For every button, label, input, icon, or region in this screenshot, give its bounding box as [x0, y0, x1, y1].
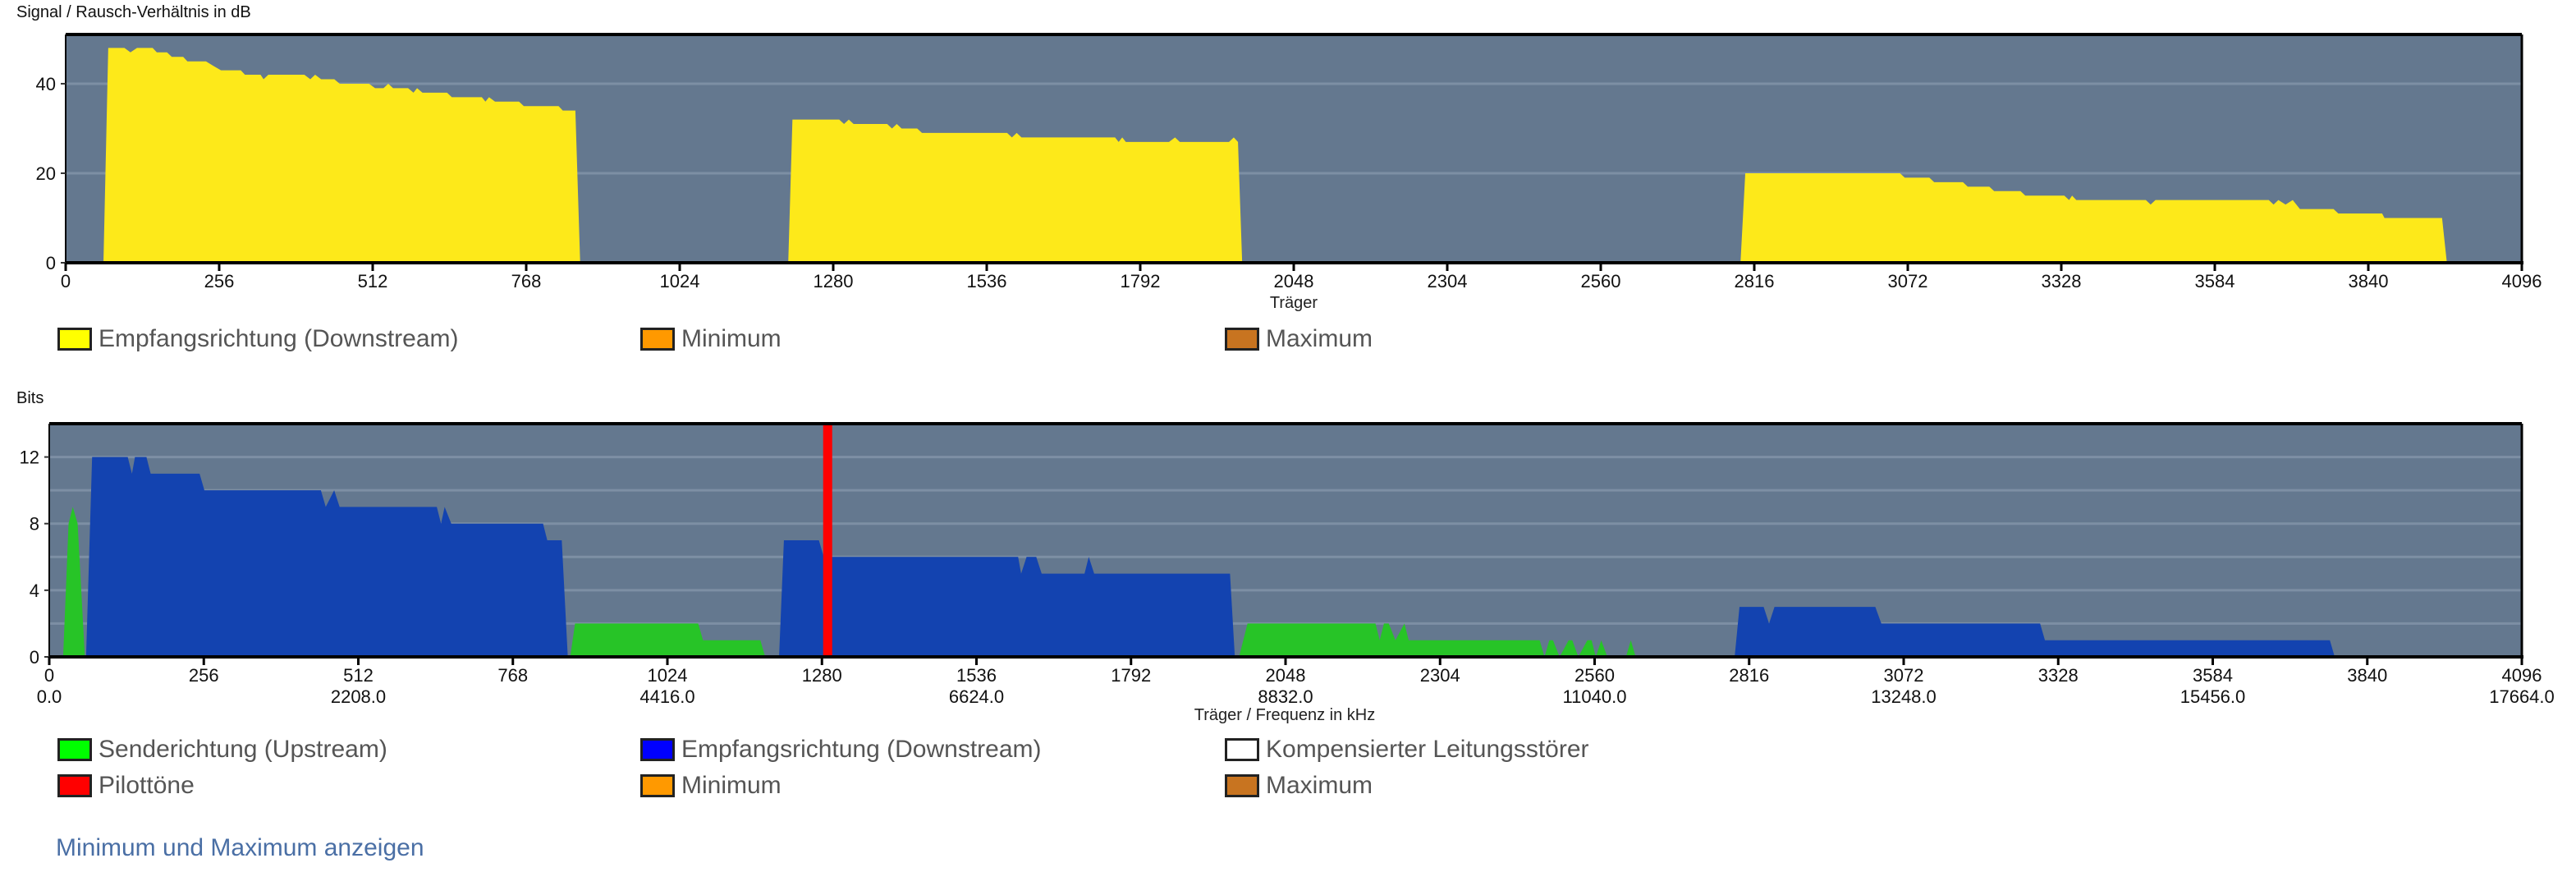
- x-frequency-tick-label: 13248.0: [1871, 686, 1937, 706]
- x-tick-label: 4096: [2502, 665, 2542, 686]
- x-tick-label: 1536: [956, 665, 997, 686]
- y-tick-label: 20: [36, 163, 56, 184]
- series-area: [62, 507, 1636, 657]
- legend-label: Minimum: [681, 772, 782, 799]
- x-tick-label: 3584: [2195, 271, 2235, 291]
- legend-pilot-tones: Pilottöne: [57, 772, 195, 800]
- x-tick-label: 1792: [1121, 271, 1161, 291]
- x-tick-label: 3840: [2349, 271, 2389, 291]
- y-tick-label: 12: [20, 447, 39, 468]
- x-tick-label: 1024: [648, 665, 688, 686]
- legend-label: Empfangsrichtung (Downstream): [681, 736, 1042, 763]
- series-area: [103, 48, 2447, 264]
- x-tick-label: 0: [61, 271, 71, 291]
- y-tick-label: 0: [46, 253, 56, 273]
- x-frequency-tick-label: 0.0: [37, 686, 62, 706]
- legend-label: Senderichtung (Upstream): [99, 736, 387, 763]
- y-tick-label: 40: [36, 74, 56, 94]
- x-tick-label: 3840: [2347, 665, 2387, 686]
- x-tick-label: 2816: [1735, 271, 1775, 291]
- x-tick-label: 3072: [1888, 271, 1928, 291]
- x-tick-label: 3328: [2038, 665, 2079, 686]
- legend-swatch: [57, 328, 92, 351]
- x-frequency-tick-label: 15456.0: [2180, 686, 2246, 706]
- y-tick-label: 8: [30, 514, 39, 535]
- legend-label: Kompensierter Leitungsstörer: [1266, 736, 1589, 763]
- legend-label: Pilottöne: [99, 772, 195, 799]
- x-tick-label: 2048: [1266, 665, 1306, 686]
- x-tick-label: 512: [358, 271, 388, 291]
- bits-chart: 0 4 8 12 0 256 512 768 1024 1280 1536 1792 2048 2304 2…: [20, 422, 2555, 706]
- legend-swatch: [57, 774, 92, 797]
- series-area: [85, 457, 2335, 657]
- legend-snr-minimum: Minimum: [640, 325, 782, 353]
- x-tick-label: 1024: [660, 271, 700, 291]
- legend-swatch: [640, 738, 675, 761]
- x-tick-label: 1792: [1111, 665, 1151, 686]
- x-tick-label: 2816: [1729, 665, 1769, 686]
- x-tick-label: 256: [189, 665, 219, 686]
- x-frequency-tick-label: 6624.0: [949, 686, 1004, 706]
- x-tick-label: 2048: [1274, 271, 1314, 291]
- y-tick-label: 0: [30, 647, 39, 668]
- legend-swatch: [640, 774, 675, 797]
- snr-x-axis-title: Träger: [1269, 294, 1318, 312]
- legend-upstream: Senderichtung (Upstream): [57, 736, 387, 764]
- legend-maximum: Maximum: [1225, 772, 1373, 800]
- x-tick-label: 2304: [1420, 665, 1460, 686]
- legend-label: Minimum: [681, 325, 782, 352]
- x-frequency-tick-label: 2208.0: [331, 686, 386, 706]
- x-tick-label: 768: [511, 271, 542, 291]
- x-tick-label: 768: [497, 665, 528, 686]
- x-tick-label: 3072: [1884, 665, 1924, 686]
- x-tick-label: 1280: [814, 271, 854, 291]
- legend-label: Maximum: [1266, 325, 1373, 352]
- x-tick-label: 4096: [2502, 271, 2542, 291]
- x-frequency-tick-label: 11040.0: [1563, 686, 1627, 706]
- legend-downstream: Empfangsrichtung (Downstream): [640, 736, 1042, 764]
- legend-swatch: [1225, 774, 1259, 797]
- x-tick-label: 512: [343, 665, 374, 686]
- legend-snr-maximum: Maximum: [1225, 325, 1373, 353]
- x-tick-label: 2560: [1574, 665, 1615, 686]
- x-tick-label: 256: [204, 271, 235, 291]
- y-tick-label: 4: [30, 581, 39, 601]
- legend-minimum: Minimum: [640, 772, 782, 800]
- show-min-max-link[interactable]: Minimum und Maximum anzeigen: [56, 834, 424, 861]
- x-frequency-tick-label: 4416.0: [639, 686, 694, 706]
- legend-swatch: [1225, 328, 1259, 351]
- x-tick-label: 2304: [1428, 271, 1468, 291]
- legend-swatch: [640, 328, 675, 351]
- x-tick-label: 3584: [2193, 665, 2233, 686]
- x-tick-label: 0: [44, 665, 54, 686]
- bits-chart-title: Bits: [16, 389, 44, 407]
- x-tick-label: 1280: [802, 665, 842, 686]
- legend-swatch: [57, 738, 92, 761]
- legend-compensated-noise: Kompensierter Leitungsstörer: [1225, 736, 1589, 764]
- bits-x-axis-title: Träger / Frequenz in kHz: [1194, 706, 1376, 724]
- legend-swatch: [1225, 738, 1259, 761]
- x-tick-label: 3328: [2042, 271, 2082, 291]
- snr-chart: 0 20 40 0 256 512 768 1024 1280 1536 1792 2048 2304 2…: [36, 33, 2542, 291]
- snr-chart-title: Signal / Rausch-Verhältnis in dB: [16, 3, 251, 21]
- legend-snr-downstream: Empfangsrichtung (Downstream): [57, 325, 459, 353]
- legend-label: Empfangsrichtung (Downstream): [99, 325, 459, 352]
- x-tick-label: 2560: [1581, 271, 1621, 291]
- x-tick-label: 1536: [967, 271, 1007, 291]
- legend-label: Maximum: [1266, 772, 1373, 799]
- x-frequency-tick-label: 17664.0: [2489, 686, 2555, 706]
- pilot-tone-bar: [823, 424, 832, 657]
- x-frequency-tick-label: 8832.0: [1258, 686, 1313, 706]
